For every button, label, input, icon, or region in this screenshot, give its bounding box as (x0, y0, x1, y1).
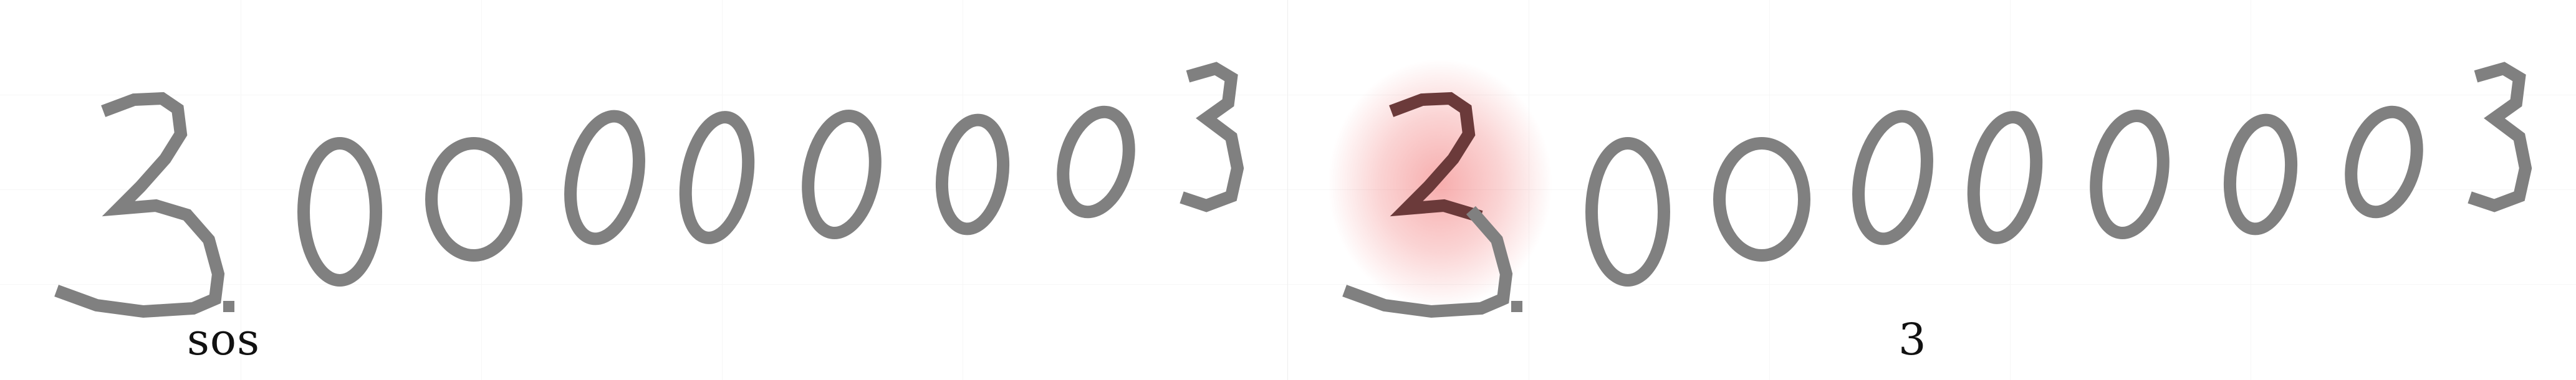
digit-3-large (54, 92, 225, 318)
digit-0-e (802, 110, 882, 239)
digit-3-superscript (2468, 62, 2532, 212)
digit-0-f (2223, 113, 2298, 235)
left-caption: sos (187, 314, 260, 365)
digit-0-b (1713, 137, 1810, 262)
digit-0-a (297, 137, 382, 287)
left-grid (0, 0, 1288, 380)
digit-0-c (564, 110, 645, 245)
decimal-point (223, 301, 234, 312)
right-grid (1288, 0, 2576, 380)
digit-3-large-upper (1389, 92, 1483, 223)
left-panel: sos (0, 0, 1288, 380)
decimal-point (1511, 301, 1522, 312)
digit-0-g (2345, 105, 2423, 219)
digit-0-d (1967, 111, 2043, 244)
right-panel (1288, 0, 2576, 380)
digit-0-b (425, 137, 522, 262)
digit-0-f (935, 113, 1010, 235)
digit-0-d (679, 111, 755, 244)
digit-0-a (1585, 137, 1670, 287)
digit-3-superscript (1180, 62, 1244, 212)
digit-0-c (1852, 110, 1933, 245)
digit-0-e (2090, 110, 2170, 239)
digit-0-g (1057, 105, 1135, 219)
left-handwriting (54, 62, 1244, 318)
digit-3-large-lower (1342, 206, 1513, 318)
right-caption: 3 (1898, 314, 1927, 365)
